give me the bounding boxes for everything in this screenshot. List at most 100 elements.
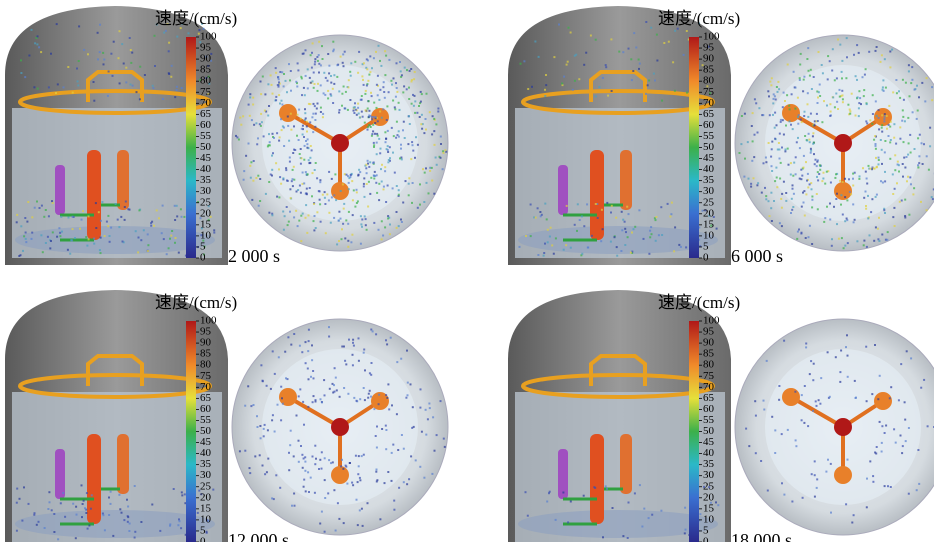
particle	[344, 360, 346, 362]
particle	[300, 445, 302, 447]
particle	[616, 255, 618, 257]
particle	[840, 350, 842, 352]
particle	[550, 227, 552, 229]
particle	[302, 213, 304, 215]
particle	[272, 93, 274, 95]
colorbar-tick-label: 55	[200, 130, 212, 142]
particle	[896, 182, 898, 184]
particle	[774, 95, 776, 97]
particle	[568, 27, 570, 29]
particle	[611, 90, 613, 92]
particle	[138, 209, 140, 211]
particle	[381, 220, 383, 222]
particle	[97, 32, 99, 34]
particle	[367, 502, 369, 504]
particle	[409, 123, 411, 125]
particle	[379, 111, 381, 113]
particle	[661, 234, 663, 236]
particle	[320, 64, 322, 66]
particle	[314, 215, 316, 217]
particle	[849, 109, 851, 111]
particle	[774, 180, 776, 182]
colorbar-tick-label: 35	[200, 174, 212, 186]
particle	[881, 131, 883, 133]
colorbar-tick-label: 10	[200, 229, 212, 241]
particle	[902, 176, 904, 178]
particle	[99, 249, 101, 251]
particle	[361, 455, 363, 457]
particle	[433, 130, 435, 132]
particle	[790, 174, 792, 176]
particle	[846, 56, 848, 58]
particle	[649, 236, 651, 238]
particle	[566, 64, 568, 66]
particle	[808, 70, 810, 72]
particle	[793, 193, 795, 195]
particle	[378, 99, 380, 101]
particle	[304, 470, 306, 472]
particle	[401, 434, 403, 436]
particle	[437, 108, 439, 110]
particle	[309, 187, 311, 189]
particle	[433, 118, 435, 120]
particle	[150, 225, 152, 227]
particle	[808, 139, 810, 141]
particle	[778, 149, 780, 151]
particle	[249, 467, 251, 469]
particle	[281, 71, 283, 73]
colorbar-tick-label: 40	[703, 447, 715, 459]
particle	[811, 473, 813, 475]
particle	[331, 196, 333, 198]
particle	[408, 478, 410, 480]
particle	[389, 233, 391, 235]
particle	[656, 34, 658, 36]
particle	[52, 231, 54, 233]
particle	[313, 203, 315, 205]
particle	[878, 159, 880, 161]
particle	[36, 43, 38, 45]
particle	[815, 400, 817, 402]
particle	[864, 74, 866, 76]
particle	[313, 103, 315, 105]
particle	[904, 167, 906, 169]
particle	[576, 230, 578, 232]
particle	[408, 87, 410, 89]
particle	[807, 103, 809, 105]
particle	[168, 247, 170, 249]
particle	[650, 27, 652, 29]
particle	[866, 178, 868, 180]
particle	[412, 144, 414, 146]
particle	[239, 117, 241, 119]
steam-generator	[620, 150, 632, 210]
particle	[384, 50, 386, 52]
particle	[324, 394, 326, 396]
particle	[414, 112, 416, 114]
colorbar-tick-label: 70	[703, 381, 715, 393]
particle	[814, 460, 816, 462]
particle	[799, 147, 801, 149]
particle	[106, 221, 108, 223]
particle	[47, 236, 49, 238]
particle	[774, 138, 776, 140]
particle	[923, 143, 925, 145]
colorbar-tick-label: 75	[703, 86, 715, 98]
particle	[771, 165, 773, 167]
particle	[324, 457, 326, 459]
steam-generator-top	[279, 388, 297, 406]
particle	[889, 51, 891, 53]
particle	[298, 395, 300, 397]
particle	[67, 66, 69, 68]
particle	[64, 516, 66, 518]
particle	[612, 507, 614, 509]
particle	[338, 112, 340, 114]
particle	[563, 76, 565, 78]
particle	[268, 133, 270, 135]
particle	[586, 203, 588, 205]
particle	[55, 92, 57, 94]
particle	[639, 63, 641, 65]
pressurizer	[55, 165, 65, 215]
particle	[398, 130, 400, 132]
particle	[816, 165, 818, 167]
particle	[800, 53, 802, 55]
particle	[402, 91, 404, 93]
